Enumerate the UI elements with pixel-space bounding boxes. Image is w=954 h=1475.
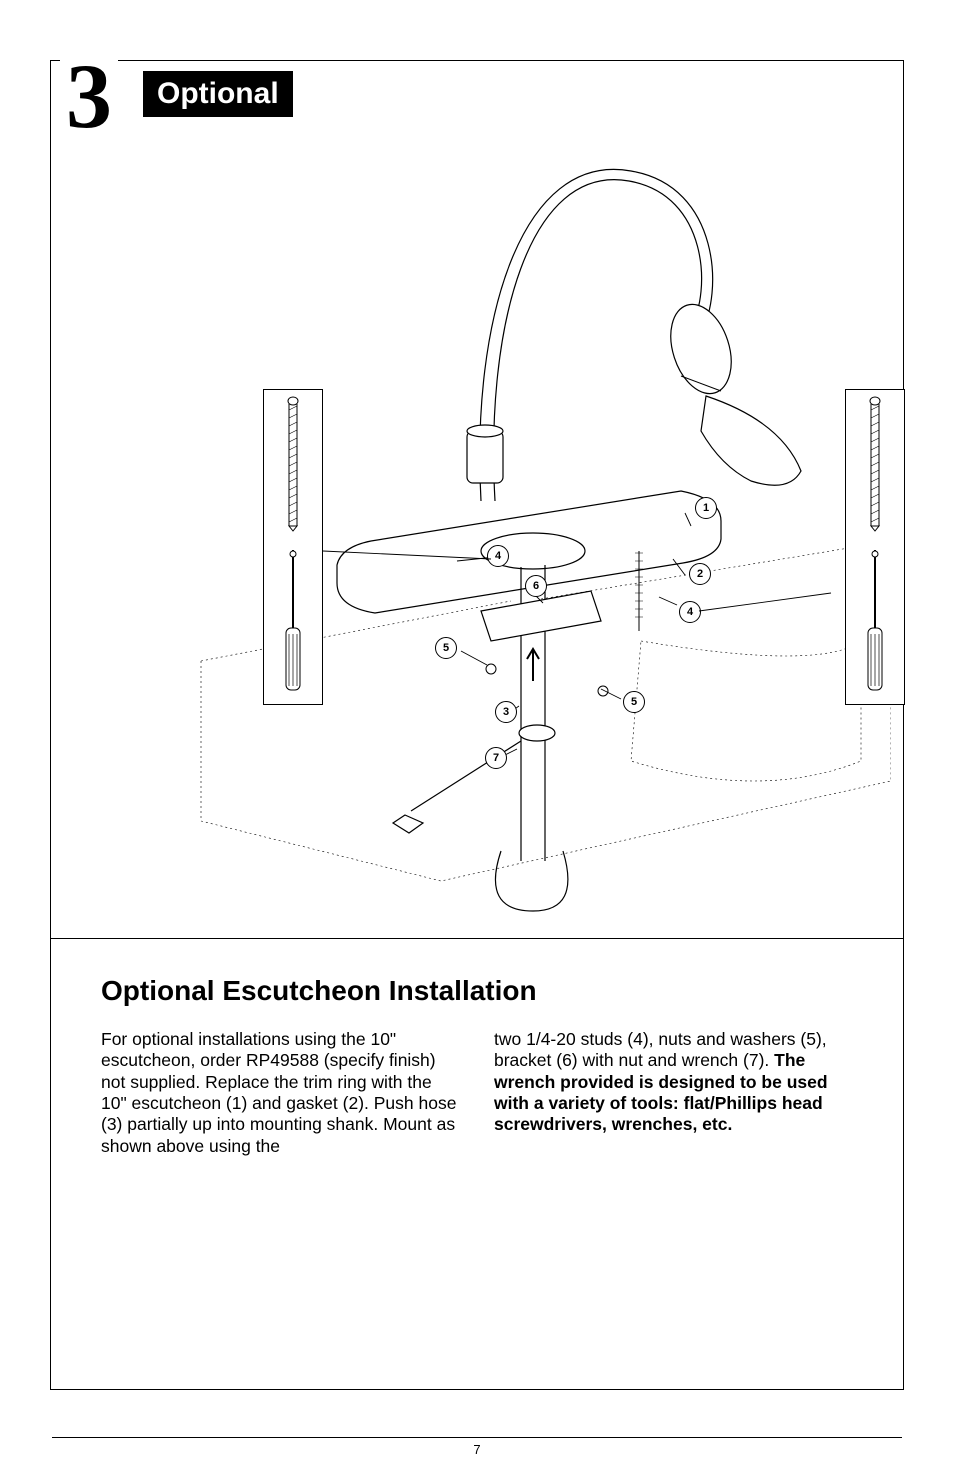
callout-3: 3: [495, 701, 517, 723]
leader-left: [321, 541, 501, 581]
content-area: Optional Escutcheon Installation For opt…: [51, 939, 903, 1177]
column-2: two 1/4-20 studs (4), nuts and washers (…: [494, 1029, 853, 1157]
callout-1: 1: [695, 497, 717, 519]
callout-5a: 5: [435, 637, 457, 659]
section-title: Optional Escutcheon Installation: [101, 975, 853, 1007]
step-number: 3: [60, 55, 118, 138]
screwdriver-icon: [865, 548, 885, 698]
tool-inset-right: [845, 389, 905, 705]
tool-inset-left: [263, 389, 323, 705]
callout-6: 6: [525, 575, 547, 597]
faucet-diagram: 1 2 3 4 4 5 5 6 7: [161, 121, 903, 928]
stud-icon: [867, 396, 883, 536]
column-1: For optional installations using the 10"…: [101, 1029, 460, 1157]
page-frame: 3 Optional: [50, 60, 904, 1390]
body-columns: For optional installations using the 10"…: [101, 1029, 853, 1157]
optional-tag: Optional: [143, 71, 293, 117]
stud-icon: [285, 396, 301, 536]
callout-5b: 5: [623, 691, 645, 713]
callout-2: 2: [689, 563, 711, 585]
screwdriver-icon: [283, 548, 303, 698]
callout-7: 7: [485, 747, 507, 769]
leader-right: [697, 591, 847, 631]
diagram-area: 3 Optional: [51, 61, 903, 939]
page-number: 7: [52, 1437, 902, 1457]
